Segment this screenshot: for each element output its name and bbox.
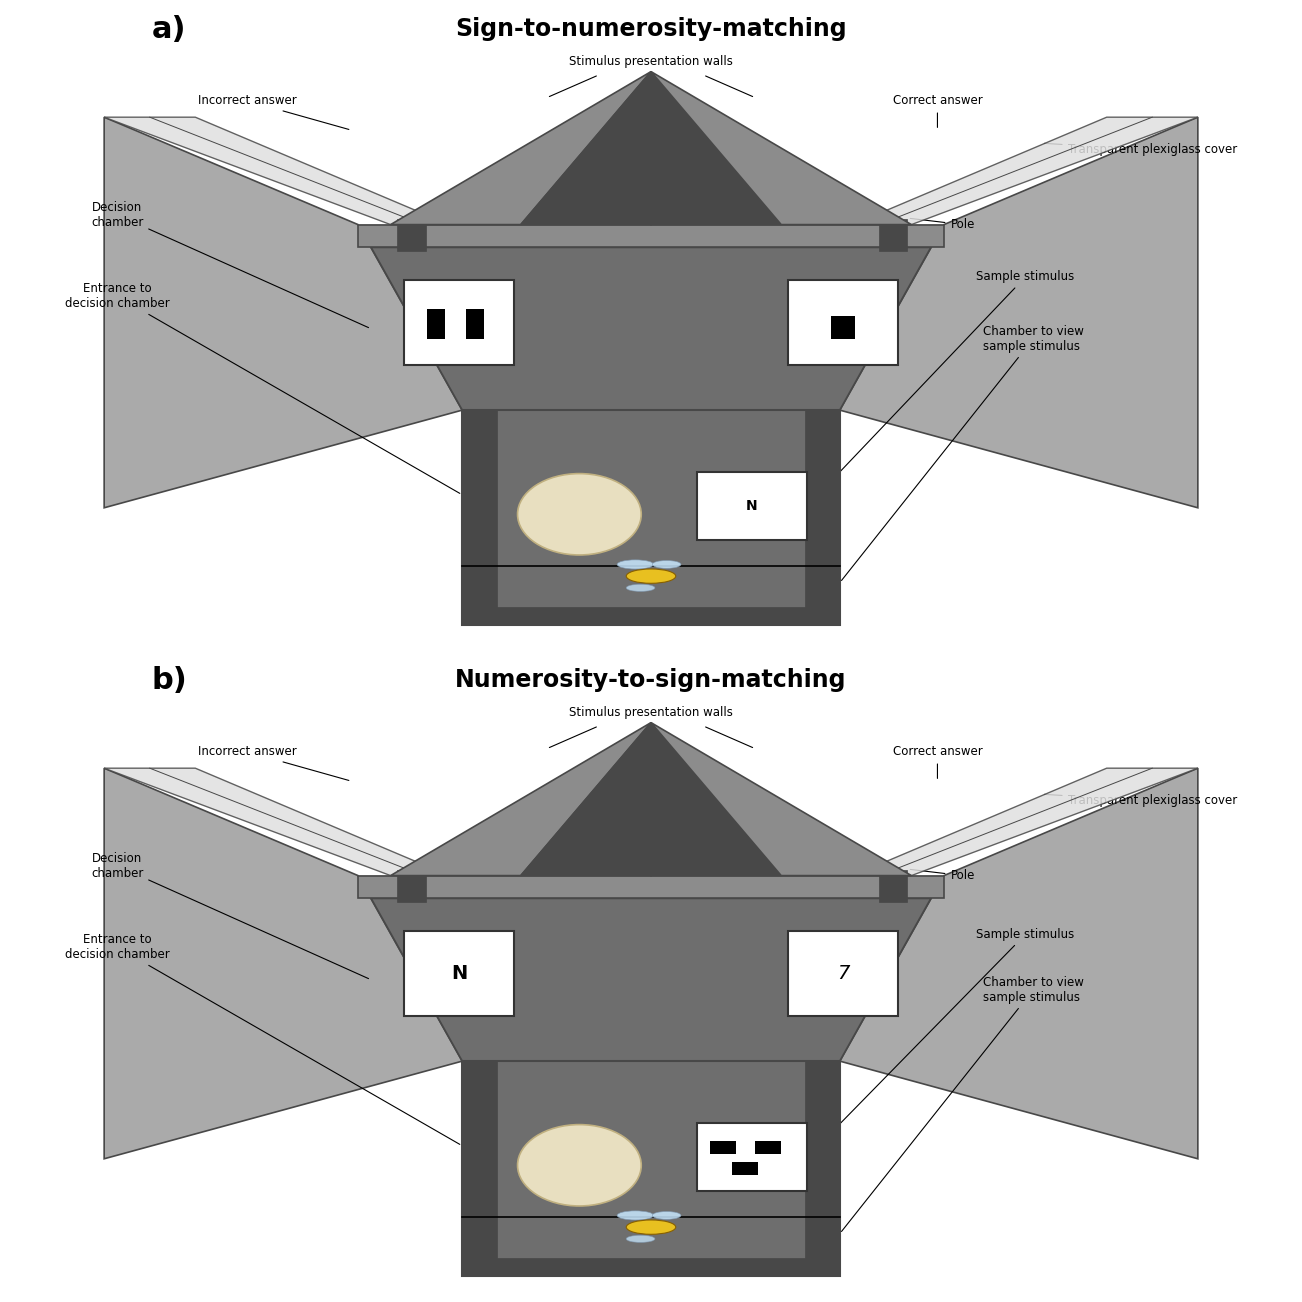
Bar <box>404 931 514 1016</box>
Text: Correct answer: Correct answer <box>893 746 982 779</box>
Text: Transparent plexiglass cover: Transparent plexiglass cover <box>1044 794 1237 807</box>
Text: Numerosity-to-sign-matching: Numerosity-to-sign-matching <box>456 668 846 693</box>
Polygon shape <box>762 224 944 410</box>
Bar <box>462 410 497 607</box>
Polygon shape <box>853 768 1198 875</box>
Text: Entrance to
decision chamber: Entrance to decision chamber <box>65 283 460 493</box>
Text: Entrance to
decision chamber: Entrance to decision chamber <box>65 934 460 1144</box>
Polygon shape <box>840 768 1198 1159</box>
Polygon shape <box>358 875 540 1061</box>
Polygon shape <box>840 117 1198 508</box>
Ellipse shape <box>626 1220 676 1234</box>
Bar <box>805 1061 840 1258</box>
Polygon shape <box>104 117 462 508</box>
Text: Chamber to view
sample stimulus: Chamber to view sample stimulus <box>841 975 1083 1232</box>
Text: a): a) <box>152 14 186 44</box>
Text: Correct answer: Correct answer <box>893 95 982 128</box>
Text: 7: 7 <box>837 963 849 983</box>
Text: Chamber to view
sample stimulus: Chamber to view sample stimulus <box>841 324 1083 581</box>
Ellipse shape <box>617 1211 654 1220</box>
Polygon shape <box>762 875 944 1061</box>
Text: Transparent plexiglass cover: Transparent plexiglass cover <box>1044 143 1237 156</box>
Text: Decision
chamber: Decision chamber <box>91 852 368 979</box>
Bar <box>788 280 898 365</box>
Bar <box>805 410 840 607</box>
Polygon shape <box>651 72 781 224</box>
Polygon shape <box>358 224 944 247</box>
Ellipse shape <box>617 560 654 569</box>
Bar <box>879 219 907 250</box>
Polygon shape <box>104 768 462 1159</box>
Ellipse shape <box>626 1236 655 1242</box>
Polygon shape <box>521 723 651 875</box>
Ellipse shape <box>652 561 681 568</box>
Bar <box>462 1061 840 1276</box>
Polygon shape <box>391 723 651 875</box>
Polygon shape <box>521 72 651 224</box>
Bar <box>397 870 426 901</box>
Text: Sign-to-numerosity-matching: Sign-to-numerosity-matching <box>456 17 846 42</box>
Text: Pole: Pole <box>910 870 975 881</box>
Bar <box>831 316 855 339</box>
Text: N: N <box>746 499 758 513</box>
Bar <box>404 280 514 365</box>
Text: b): b) <box>151 665 187 695</box>
Bar <box>462 607 840 625</box>
Text: Incorrect answer: Incorrect answer <box>198 746 349 780</box>
Bar <box>462 410 840 625</box>
Polygon shape <box>651 723 781 875</box>
Bar <box>466 309 484 339</box>
Ellipse shape <box>626 585 655 591</box>
Bar <box>697 1122 807 1191</box>
Polygon shape <box>651 72 911 224</box>
Polygon shape <box>391 72 651 224</box>
Polygon shape <box>371 247 931 410</box>
Polygon shape <box>371 898 931 1061</box>
Bar <box>397 219 426 250</box>
Polygon shape <box>853 117 1198 224</box>
Text: Sample stimulus: Sample stimulus <box>809 928 1074 1155</box>
Bar <box>788 931 898 1016</box>
Polygon shape <box>651 723 911 875</box>
Ellipse shape <box>626 569 676 583</box>
Ellipse shape <box>517 1125 641 1206</box>
Polygon shape <box>104 768 449 875</box>
Polygon shape <box>104 117 449 224</box>
Text: Sample stimulus: Sample stimulus <box>809 271 1074 504</box>
Bar <box>732 1161 758 1174</box>
Text: Pole: Pole <box>910 219 975 230</box>
Polygon shape <box>358 224 540 410</box>
Text: Decision
chamber: Decision chamber <box>91 201 368 328</box>
Bar <box>427 309 445 339</box>
Bar <box>462 1258 840 1276</box>
Text: Stimulus presentation walls: Stimulus presentation walls <box>569 56 733 68</box>
Ellipse shape <box>652 1211 681 1219</box>
Bar <box>462 1061 497 1258</box>
Polygon shape <box>358 875 944 898</box>
Bar <box>697 473 807 540</box>
Bar <box>879 870 907 901</box>
Bar <box>710 1141 736 1154</box>
Ellipse shape <box>517 474 641 555</box>
Bar <box>755 1141 781 1154</box>
Text: Incorrect answer: Incorrect answer <box>198 95 349 129</box>
Text: N: N <box>450 963 467 983</box>
Text: Stimulus presentation walls: Stimulus presentation walls <box>569 707 733 719</box>
